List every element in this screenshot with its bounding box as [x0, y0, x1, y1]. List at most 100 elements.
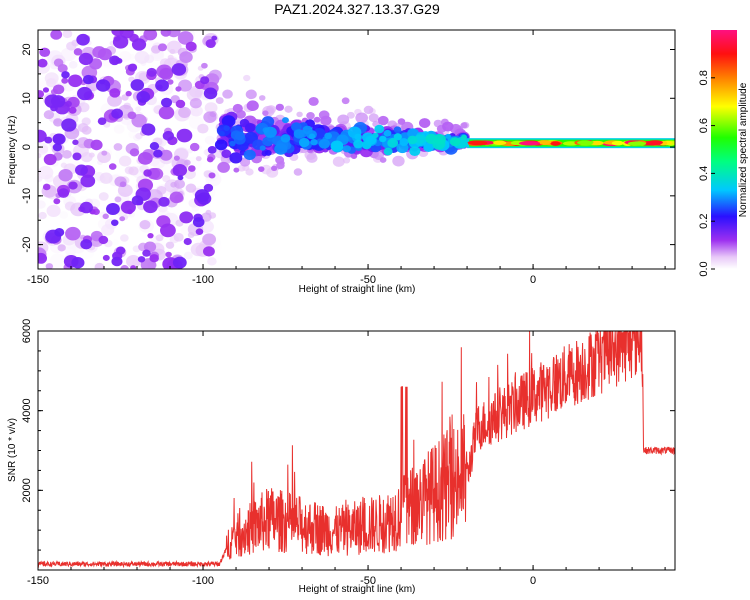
- spectrogram-cell: [320, 115, 332, 126]
- spectrogram-cell: [129, 148, 140, 157]
- spectrogram-cell: [54, 228, 65, 237]
- y-tick-label: 6000: [21, 319, 33, 343]
- spectrogram-cell: [77, 86, 93, 101]
- spectrogram-cell: [59, 211, 69, 219]
- spectrogram-cell: [172, 256, 187, 269]
- spectrogram-cell: [178, 106, 191, 118]
- spectrogram-cell: [203, 183, 214, 192]
- spectrogram-cell: [183, 237, 192, 246]
- spectrogram-cell: [46, 204, 61, 217]
- spectrogram-cell: [418, 118, 431, 128]
- band-cell: [627, 141, 647, 146]
- spectrogram-cell: [72, 139, 79, 146]
- spectrogram-cell: [111, 239, 120, 246]
- spectrogram-cell: [80, 174, 96, 188]
- spectrogram-cell: [354, 133, 362, 141]
- spectrogram-cell: [342, 157, 351, 164]
- spectrogram-cell: [387, 138, 399, 148]
- spectrogram-cell: [162, 130, 174, 141]
- spectrogram-cell: [99, 172, 113, 184]
- spectrogram-cell: [97, 48, 112, 61]
- colorbar: 0.0 0.2 0.4 0.6 0.8 Normalized spectral ampl…: [698, 30, 749, 277]
- spectrogram-cell: [229, 140, 236, 147]
- spectrogram-cell: [206, 156, 214, 163]
- spectrogram-cell: [195, 228, 204, 235]
- spectrogram-ylabel: Frequency (Hz): [7, 116, 18, 185]
- spectrogram-cell: [57, 188, 70, 198]
- spectrogram-cell: [102, 254, 110, 261]
- spectrogram-cell: [60, 47, 77, 62]
- spectrogram-cell: [109, 88, 121, 98]
- spectrogram-cell: [271, 165, 278, 171]
- spectrogram-cell: [433, 134, 446, 145]
- spectrogram-cell: [130, 79, 145, 91]
- spectrogram-cell: [341, 97, 350, 105]
- spectrogram-cell: [310, 138, 318, 146]
- spectrogram-cell: [57, 63, 68, 73]
- spectrogram-cell: [173, 155, 180, 161]
- spectrogram-cell: [159, 67, 174, 80]
- spectrogram-cell: [113, 143, 123, 151]
- spectrogram-cell: [81, 125, 92, 135]
- spectrogram-cell: [203, 111, 217, 123]
- spectrogram-cell: [107, 93, 122, 107]
- spectrogram-cell: [192, 217, 205, 228]
- snr-xlabel: Height of straight line (km): [299, 584, 416, 595]
- spectrogram-cell: [442, 121, 454, 132]
- spectrogram-cell: [414, 134, 426, 144]
- spectrogram-cell: [50, 30, 63, 40]
- spectrogram-cell: [183, 251, 193, 260]
- spectrogram-cell: [244, 123, 256, 133]
- spectrogram-cell: [82, 74, 94, 85]
- spectrogram-cell: [246, 100, 259, 112]
- spectrogram-cell: [161, 97, 173, 108]
- spectrogram-cell: [293, 168, 303, 176]
- spectrogram-cell: [68, 106, 77, 114]
- spectrogram-cell: [158, 196, 170, 207]
- spectrogram-cell: [160, 223, 176, 238]
- spectrogram-cell: [195, 156, 202, 162]
- spectrogram-cell: [184, 159, 191, 166]
- spectrogram-cell: [131, 195, 144, 206]
- band-cell: [493, 140, 507, 145]
- spectrogram-cell: [139, 219, 151, 230]
- spectrogram-cell: [165, 241, 175, 249]
- spectrogram-cell: [94, 262, 105, 269]
- spectrogram-cell: [229, 152, 243, 164]
- spectrogram-cell: [202, 233, 216, 246]
- spectrogram-cell: [399, 138, 409, 146]
- spectrogram-cell: [177, 31, 194, 45]
- spectrogram-cell: [113, 124, 125, 134]
- spectrogram-cell: [172, 164, 188, 177]
- spectrogram-cell: [51, 95, 66, 108]
- spectrogram-cell: [378, 135, 387, 143]
- spectrogram-cell: [68, 181, 78, 190]
- spectrogram-cell: [377, 115, 389, 126]
- spectrogram-cell: [207, 257, 217, 266]
- spectrogram-cell: [119, 50, 132, 62]
- spectrogram-cell: [169, 49, 176, 55]
- spectrogram-cell: [42, 183, 51, 191]
- spectrogram-cell: [95, 79, 111, 92]
- spectrogram-cell: [397, 118, 406, 125]
- y-tick-label: 20: [21, 43, 33, 55]
- spectrogram-cell: [350, 153, 358, 159]
- spectrogram-cell: [169, 191, 184, 204]
- spectrogram-cell: [379, 157, 387, 163]
- spectrogram-cell: [57, 244, 66, 252]
- spectrogram-cell: [353, 139, 364, 149]
- spectrogram-cell: [127, 111, 137, 120]
- spectrogram-cell: [178, 79, 193, 92]
- spectrogram-cell: [101, 150, 108, 156]
- spectrogram-cell: [203, 246, 215, 257]
- spectrogram-cell: [102, 213, 109, 220]
- spectrogram-cell: [205, 39, 216, 49]
- spectrogram-cell: [44, 136, 53, 144]
- spectrogram-cell: [337, 114, 350, 125]
- spectrogram-cell: [98, 235, 109, 245]
- spectrogram-cell: [306, 153, 318, 163]
- spectrogram-cell: [203, 87, 218, 100]
- spectrogram-cell: [259, 145, 266, 151]
- snr-ticks: -150 -100 -50 0 2000 4000 6000: [21, 319, 675, 587]
- spectrogram-cell: [136, 91, 151, 103]
